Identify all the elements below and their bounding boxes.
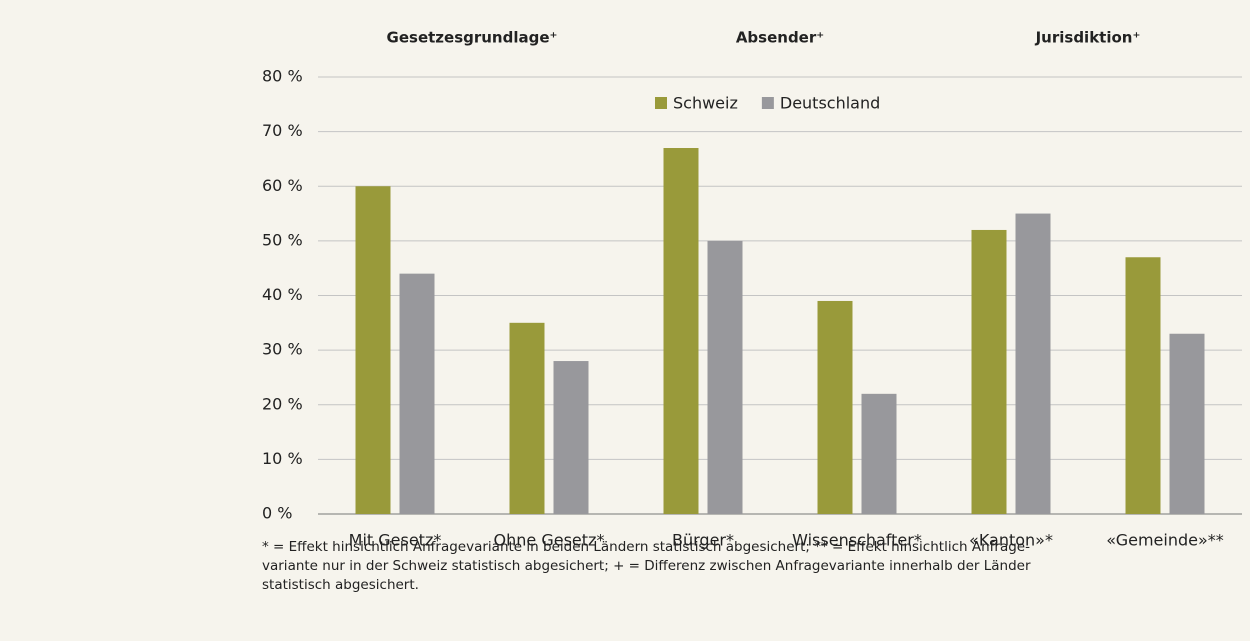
- y-tick-label: 0 %: [262, 504, 292, 523]
- y-tick-label: 30 %: [262, 340, 303, 359]
- y-tick-label: 20 %: [262, 394, 303, 413]
- legend-swatch: [655, 97, 667, 109]
- bar: [1169, 333, 1205, 514]
- x-tick-label: Wissenschafter*: [792, 531, 922, 550]
- bar: [553, 361, 589, 514]
- bar: [399, 273, 435, 514]
- bar: [707, 240, 743, 514]
- group-header: Absender⁺: [736, 29, 824, 47]
- x-tick-label: Ohne Gesetz*: [494, 531, 605, 550]
- y-tick-label: 50 %: [262, 230, 303, 249]
- x-tick-label: «Gemeinde»**: [1106, 531, 1224, 550]
- group-header: Gesetzesgrundlage⁺: [387, 29, 558, 47]
- y-tick-label: 10 %: [262, 449, 303, 468]
- y-tick-label: 40 %: [262, 285, 303, 304]
- y-tick-label: 70 %: [262, 121, 303, 140]
- x-tick-label: Bürger*: [672, 531, 734, 550]
- bar: [861, 393, 897, 514]
- legend-label: Schweiz: [673, 94, 738, 113]
- bar: [355, 186, 391, 514]
- x-tick-label: Mit Gesetz*: [349, 531, 442, 550]
- legend-label: Deutschland: [780, 94, 880, 113]
- y-tick-label: 80 %: [262, 67, 303, 86]
- y-tick-label: 60 %: [262, 176, 303, 195]
- bar: [971, 229, 1007, 514]
- bar: [1015, 213, 1051, 514]
- bar: [1125, 257, 1161, 514]
- footnote: * = Effekt hinsichtlich Anfragevariante …: [262, 539, 1031, 593]
- legend-swatch: [761, 97, 774, 109]
- x-tick-label: «Kanton»*: [969, 531, 1053, 550]
- bar: [663, 148, 699, 514]
- group-header: Jurisdiktion⁺: [1035, 29, 1141, 47]
- bar: [817, 300, 853, 514]
- bar: [509, 322, 545, 514]
